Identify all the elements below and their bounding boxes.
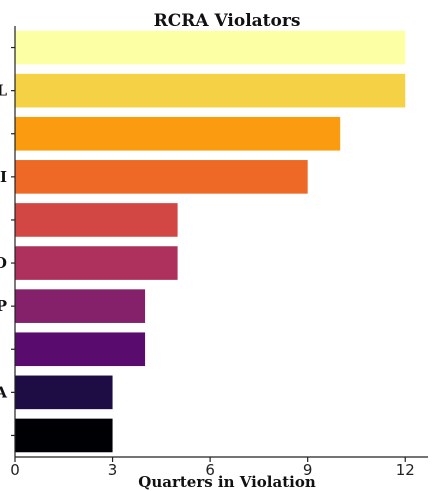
bar-8 (15, 376, 113, 410)
bar-1 (15, 74, 405, 108)
category-label-8: A (0, 383, 7, 401)
category-label-3: I (0, 168, 7, 186)
x-tick-label-4: 12 (396, 461, 415, 479)
bar-2 (15, 117, 340, 151)
category-label-1: L (0, 82, 7, 100)
y-axis: L I O P A (0, 26, 15, 457)
bar-9 (15, 419, 113, 453)
bar-6 (15, 289, 145, 323)
x-axis-label: Quarters in Violation (138, 473, 316, 491)
bars-group (15, 31, 405, 453)
bar-5 (15, 246, 178, 280)
category-label-5: O (0, 254, 7, 272)
category-label-6: P (0, 297, 7, 315)
x-tick-label-0: 0 (10, 461, 20, 479)
x-tick-label-1: 3 (108, 461, 118, 479)
bar-7 (15, 332, 145, 366)
chart-title: RCRA Violators (154, 11, 301, 31)
bar-0 (15, 31, 405, 65)
bar-4 (15, 203, 178, 237)
bar-3 (15, 160, 308, 194)
